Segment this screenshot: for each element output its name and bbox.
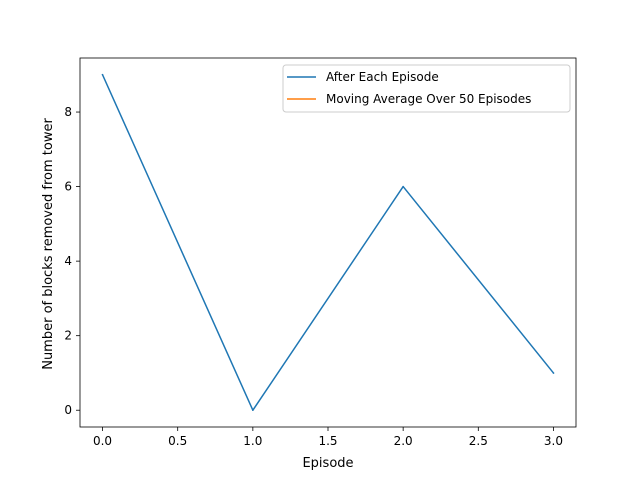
x-tick-label: 3.0	[544, 434, 563, 448]
x-tick-label: 1.5	[318, 434, 337, 448]
x-tick-label: 2.5	[469, 434, 488, 448]
x-axis-ticks: 0.0 0.5 1.0 1.5 2.0 2.5 3.0	[93, 427, 563, 448]
x-tick-label: 0.5	[168, 434, 187, 448]
x-tick-label: 2.0	[394, 434, 413, 448]
y-tick-label: 0	[64, 403, 72, 417]
data-point	[552, 372, 555, 374]
y-tick-label: 8	[64, 105, 72, 119]
data-point	[252, 409, 254, 411]
legend-label: Moving Average Over 50 Episodes	[326, 92, 531, 106]
data-point	[101, 74, 104, 76]
series-layer	[101, 73, 555, 411]
y-tick-label: 2	[64, 329, 72, 343]
x-tick-label: 1.0	[243, 434, 262, 448]
y-tick-label: 4	[64, 254, 72, 268]
y-axis-ticks: 0 2 4 6 8	[64, 105, 80, 417]
x-tick-label: 0.0	[93, 434, 112, 448]
legend: After Each Episode Moving Average Over 50…	[282, 64, 571, 113]
x-axis-label: Episode	[302, 456, 353, 471]
plot-area	[79, 57, 577, 428]
legend-box	[282, 64, 571, 113]
y-axis-label: Number of blocks removed from tower	[41, 118, 56, 370]
series-line-0	[101, 73, 555, 411]
data-point	[402, 185, 404, 188]
y-tick-label: 6	[64, 180, 72, 194]
legend-label: After Each Episode	[326, 70, 439, 84]
axes-frame	[79, 57, 577, 428]
